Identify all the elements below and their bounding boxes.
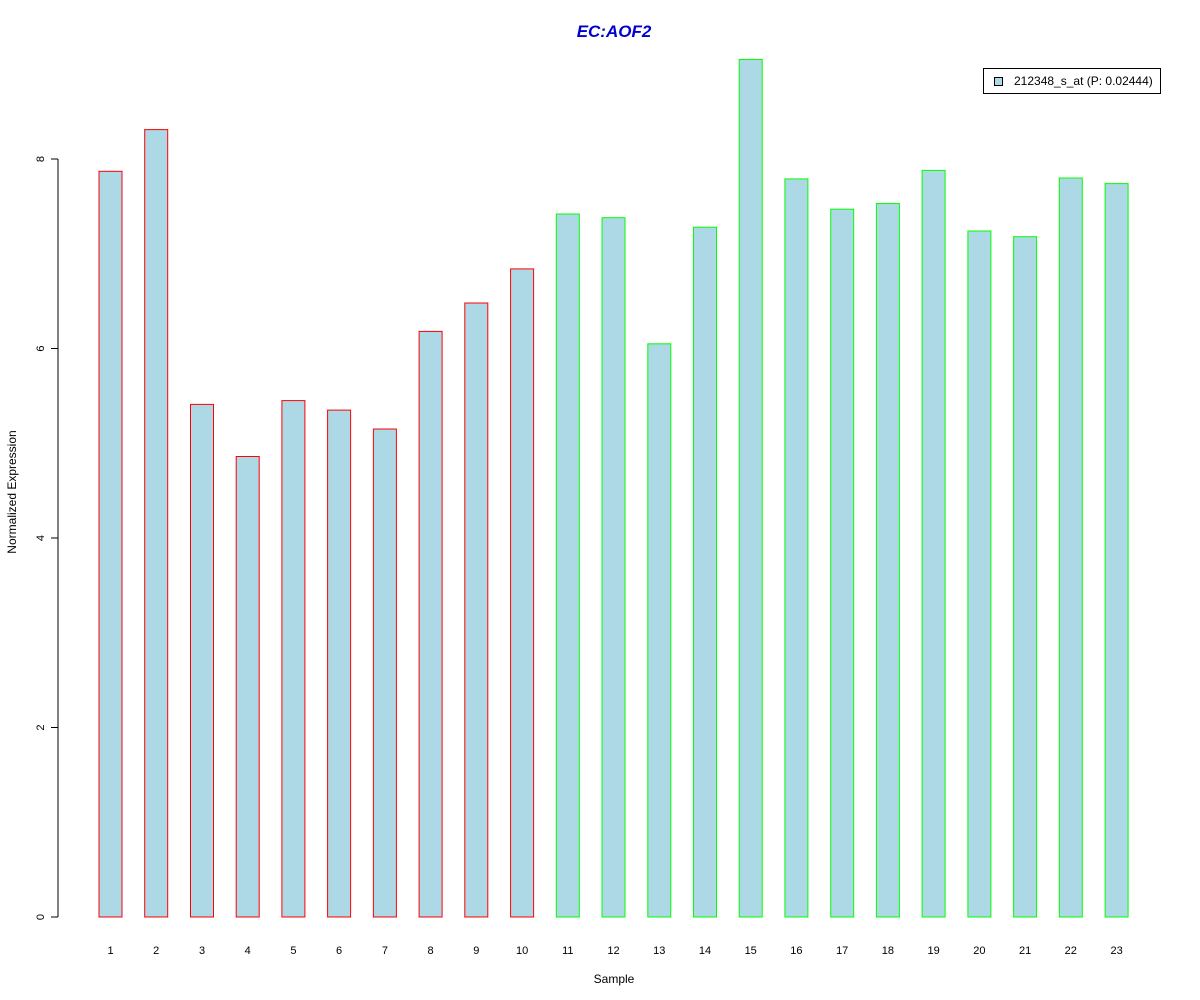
y-tick-label: 2	[35, 724, 47, 730]
x-tick-label: 19	[927, 945, 939, 957]
bar-sample-22	[1058, 177, 1083, 918]
y-tick-label: 6	[35, 345, 47, 351]
bar-sample-9	[464, 302, 489, 918]
x-tick-label: 21	[1019, 945, 1031, 957]
x-tick-label: 13	[653, 945, 665, 957]
bar-sample-5	[281, 400, 306, 918]
x-tick-label: 3	[199, 945, 205, 957]
legend: 212348_s_at (P: 0.02444)	[983, 68, 1161, 94]
bar-sample-10	[510, 268, 535, 918]
x-tick-label: 7	[382, 945, 388, 957]
legend-swatch	[994, 77, 1003, 86]
bar-sample-16	[784, 178, 809, 918]
x-tick-label: 22	[1065, 945, 1077, 957]
bar-sample-11	[555, 213, 580, 918]
bars	[98, 59, 1129, 918]
x-tick-label: 15	[745, 945, 757, 957]
bar-sample-1	[98, 170, 123, 918]
bar-sample-8	[418, 330, 443, 918]
x-tick-labels: 1 2 3 4 5 6 7 8 9 10 11 12 13 14 15 16 17 18 19 20 21 22 23	[107, 945, 1122, 957]
x-tick-label: 6	[336, 945, 342, 957]
bar-sample-15	[738, 59, 763, 918]
x-tick-label: 23	[1110, 945, 1122, 957]
bar-sample-17	[830, 208, 855, 918]
x-tick-label: 12	[607, 945, 619, 957]
x-tick-label: 10	[516, 945, 528, 957]
bar-sample-18	[875, 203, 900, 918]
x-tick-label: 16	[790, 945, 802, 957]
bar-sample-23	[1104, 183, 1129, 918]
x-tick-label: 20	[973, 945, 985, 957]
x-tick-label: 8	[428, 945, 434, 957]
x-axis-label: Sample	[594, 972, 635, 986]
x-tick-label: 18	[882, 945, 894, 957]
bar-sample-6	[327, 409, 352, 918]
bar-sample-14	[693, 226, 717, 918]
x-tick-label: 14	[699, 945, 711, 957]
bar-sample-3	[190, 403, 214, 918]
chart-title: EC:AOF2	[577, 22, 652, 41]
bar-sample-21	[1013, 236, 1038, 918]
bar-sample-7	[372, 428, 397, 918]
bar-sample-13	[647, 343, 672, 918]
y-tick-label: 4	[35, 535, 47, 541]
legend-label: 212348_s_at (P: 0.02444)	[1014, 74, 1153, 88]
x-tick-label: 1	[107, 945, 113, 957]
bar-sample-20	[967, 230, 992, 918]
y-axis: 0 2 4 6 8	[35, 156, 59, 920]
y-tick-label: 8	[35, 156, 47, 162]
x-tick-label: 17	[836, 945, 848, 957]
x-tick-label: 4	[245, 945, 251, 957]
x-tick-label: 11	[562, 945, 573, 957]
x-tick-label: 9	[473, 945, 479, 957]
y-tick-label: 0	[35, 914, 47, 920]
bar-sample-19	[921, 169, 946, 918]
x-tick-label: 5	[290, 945, 296, 957]
bar-sample-4	[235, 456, 260, 918]
x-tick-label: 2	[153, 945, 159, 957]
y-axis-label: Normalized Expression	[5, 430, 19, 553]
bar-sample-12	[601, 217, 626, 918]
bar-sample-2	[144, 129, 169, 918]
